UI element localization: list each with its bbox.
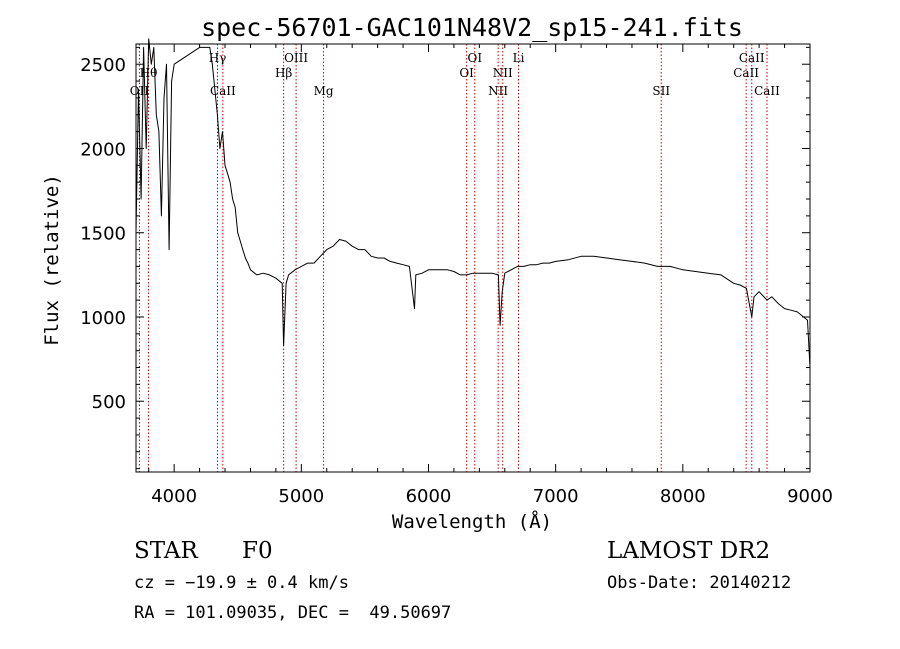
object-class: STAR <box>134 538 198 564</box>
x-tick-label-3: 7000 <box>533 486 579 507</box>
spectrum-line-0 <box>135 38 811 368</box>
marker-label-8: OI <box>467 51 482 65</box>
marker-label-14: CaII <box>739 51 765 65</box>
marker-labels: OIIHθHγCaIIHβOIIIMgOIOINIINIILiSIICaIICa… <box>130 51 780 98</box>
y-tick-label-2: 1500 <box>80 224 126 245</box>
marker-label-10: NII <box>493 66 513 80</box>
x-tick-label-5: 9000 <box>787 486 833 507</box>
marker-label-1: Hθ <box>140 66 158 80</box>
marker-label-15: CaII <box>754 84 780 98</box>
y-tick-label-4: 2500 <box>80 55 126 76</box>
survey-name: LAMOST DR2 <box>607 538 771 564</box>
plot-frame <box>135 43 811 473</box>
marker-label-6: Mg <box>314 84 334 98</box>
marker-label-12: SII <box>652 84 670 98</box>
x-tick-label-0: 4000 <box>151 486 197 507</box>
y-tick-label-1: 1000 <box>80 308 126 329</box>
x-axis-label: Wavelength (Å) <box>392 510 552 533</box>
y-tick-label-3: 2000 <box>80 139 126 160</box>
marker-label-11: Li <box>513 51 525 65</box>
marker-label-5: OIII <box>284 51 308 65</box>
obs-date: Obs-Date: 20140212 <box>607 573 792 593</box>
marker-label-9: NII <box>488 84 508 98</box>
marker-lines <box>138 44 768 472</box>
x-tick-label-1: 5000 <box>278 486 324 507</box>
x-tick-label-2: 6000 <box>406 486 452 507</box>
coordinates: RA = 101.09035, DEC = 49.50697 <box>134 603 452 623</box>
chart-title: spec-56701-GAC101N48V2_sp15-241.fits <box>201 13 743 42</box>
marker-label-13: CaII <box>733 66 759 80</box>
redshift-text: cz = −19.9 ± 0.4 km/s <box>134 573 349 593</box>
axis-ticks: 4000 5000 6000 7000 8000 9000 500 1000 1500 2000 2… <box>80 44 833 507</box>
x-tick-label-4: 8000 <box>660 486 706 507</box>
marker-label-2: Hγ <box>209 51 227 65</box>
y-tick-label-0: 500 <box>92 392 126 413</box>
object-subclass: F0 <box>242 538 273 564</box>
marker-label-3: CaII <box>210 84 236 98</box>
marker-label-7: OI <box>459 66 474 80</box>
marker-label-0: OII <box>130 84 150 98</box>
marker-label-4: Hβ <box>275 66 292 80</box>
spectrum-series <box>135 38 811 368</box>
y-axis-label: Flux (relative) <box>41 174 63 346</box>
